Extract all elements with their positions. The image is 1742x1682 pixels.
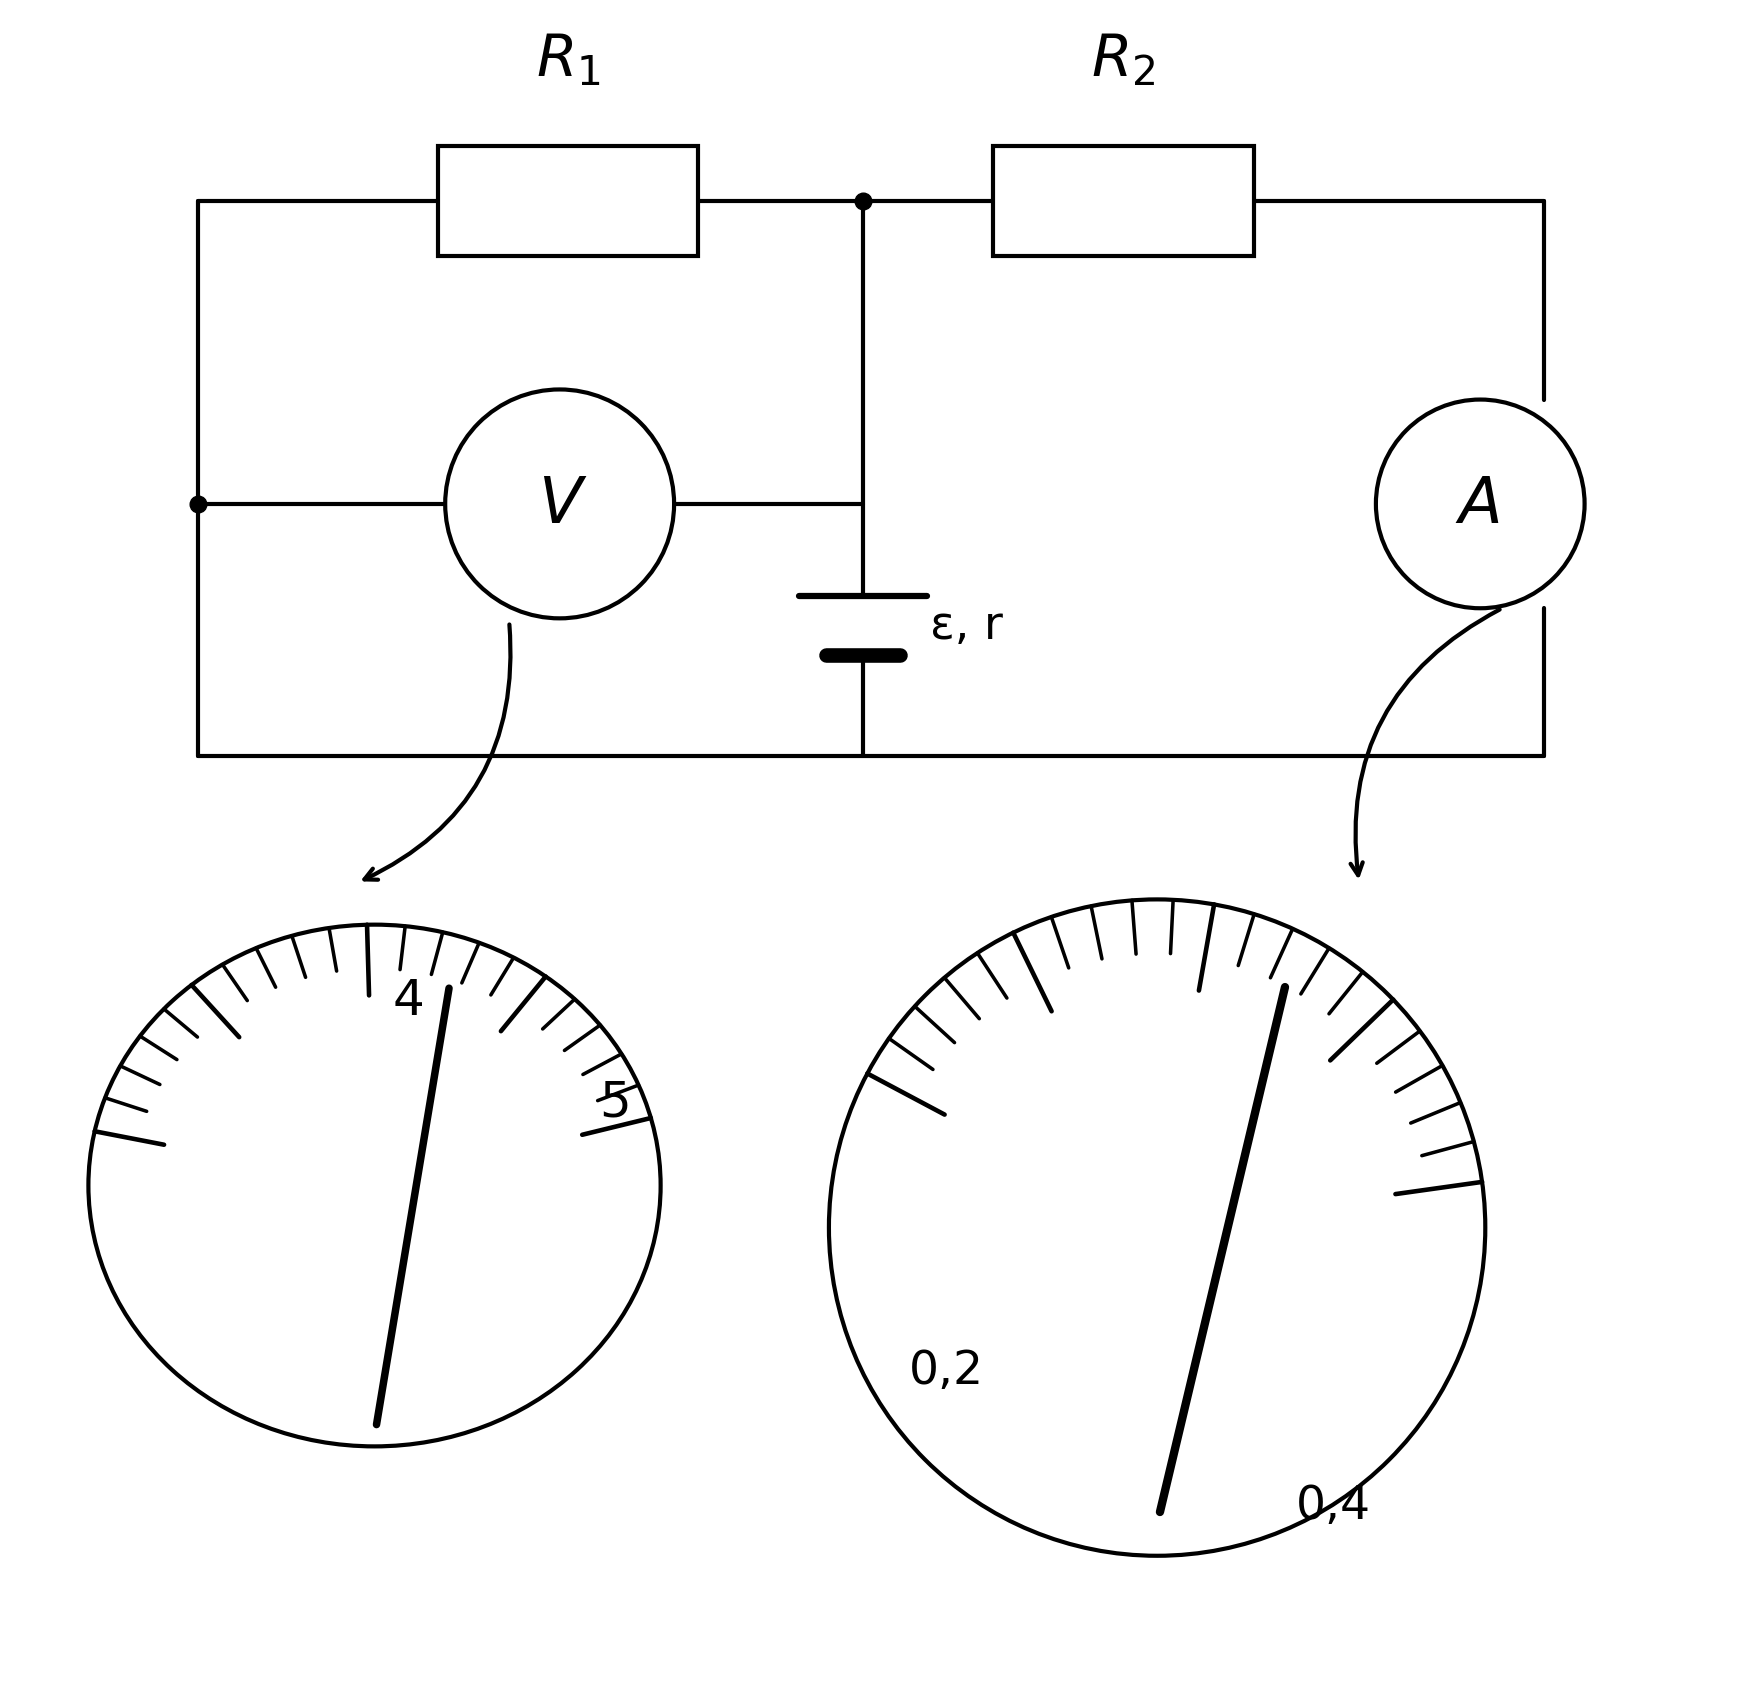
Bar: [437, 148, 699, 256]
Circle shape: [1376, 400, 1585, 609]
Text: 4: 4: [392, 977, 423, 1024]
Text: 0,2: 0,2: [909, 1349, 984, 1393]
FancyArrowPatch shape: [1350, 611, 1500, 876]
Bar: [993, 148, 1254, 256]
Text: ε, r: ε, r: [930, 604, 1003, 648]
Text: $R_1$: $R_1$: [537, 32, 601, 89]
Circle shape: [829, 900, 1486, 1556]
Text: V: V: [538, 474, 582, 535]
FancyArrowPatch shape: [364, 626, 510, 880]
Text: 0,4: 0,4: [1296, 1484, 1371, 1527]
Text: 5: 5: [599, 1078, 631, 1125]
Ellipse shape: [89, 925, 660, 1447]
Circle shape: [446, 390, 674, 619]
Text: $R_2$: $R_2$: [1090, 32, 1155, 89]
Text: A: A: [1458, 474, 1502, 535]
